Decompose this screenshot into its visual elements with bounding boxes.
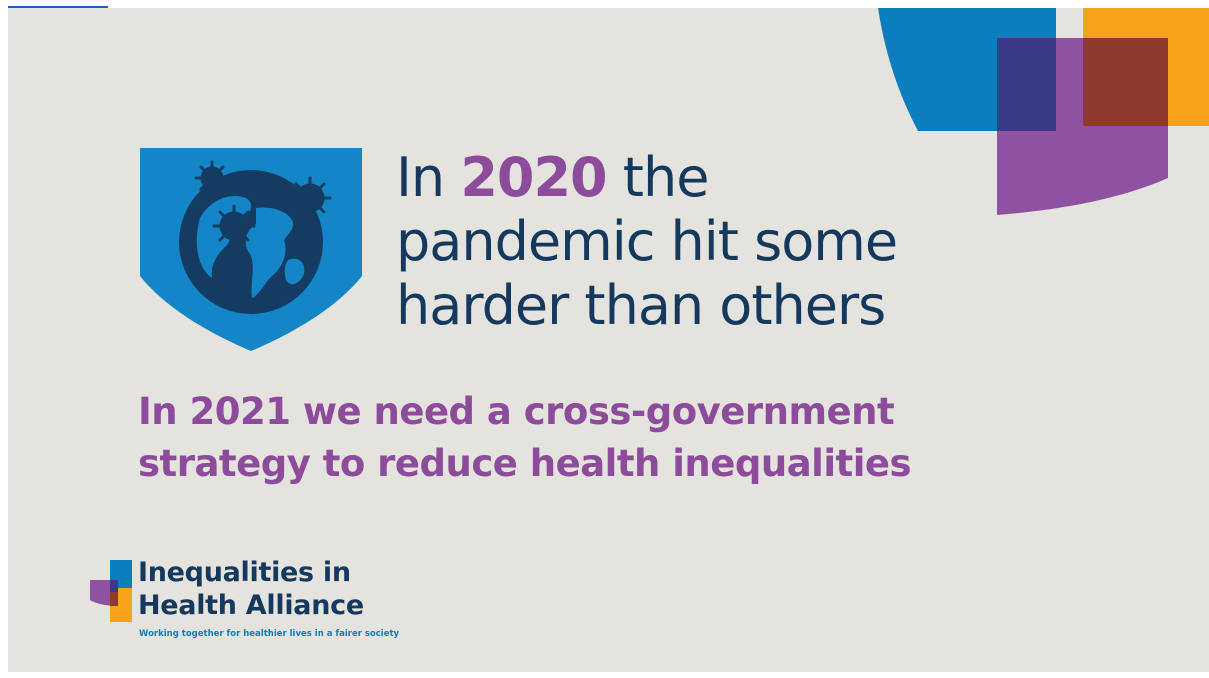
subheadline: In 2021 we need a cross-government strat… xyxy=(138,386,1058,490)
campaign-graphic: In 2020 the pandemic hit some harder tha… xyxy=(8,8,1209,672)
headline-line-1: In 2020 the xyxy=(396,146,956,210)
headline-in: In xyxy=(396,146,445,209)
corner-brown-overlap xyxy=(1083,38,1168,126)
headline-line-3: harder than others xyxy=(396,274,886,337)
headline: In 2020 the pandemic hit some harder tha… xyxy=(396,146,956,338)
shield-globe-virus-icon xyxy=(140,148,362,351)
headline-line-2: pandemic hit some xyxy=(396,210,898,273)
top-strip xyxy=(0,0,1209,8)
top-link-underline[interactable] xyxy=(8,0,108,8)
subheadline-line-2: strategy to reduce health inequalities xyxy=(138,442,912,485)
overlapping-squares-logo-icon xyxy=(90,560,132,622)
logo-name-line-1: Inequalities in xyxy=(138,557,351,588)
headline-the: the xyxy=(622,146,710,209)
logo-name: Inequalities in Health Alliance xyxy=(138,556,364,622)
corner-indigo-overlap xyxy=(997,38,1056,131)
subheadline-line-1: In 2021 we need a cross-government xyxy=(138,390,895,433)
logo-name-line-2: Health Alliance xyxy=(138,590,364,621)
logo-tagline: Working together for healthier lives in … xyxy=(139,629,400,639)
headline-year: 2020 xyxy=(460,146,607,209)
corner-decoration-icon xyxy=(878,8,1209,215)
